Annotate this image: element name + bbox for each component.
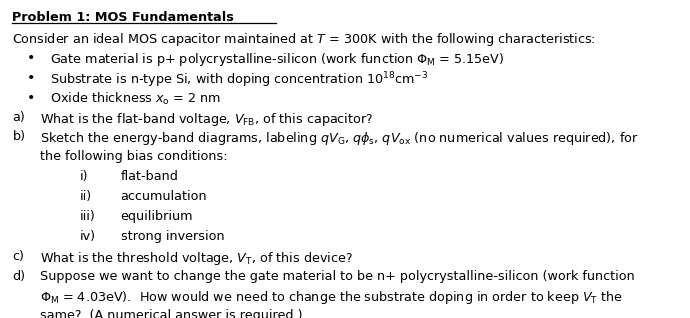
Text: What is the flat-band voltage, $V_{\mathrm{FB}}$, of this capacitor?: What is the flat-band voltage, $V_{\math… bbox=[40, 111, 373, 128]
Text: d): d) bbox=[12, 270, 26, 282]
Text: Substrate is n-type Si, with doping concentration 10$^{18}$cm$^{-3}$: Substrate is n-type Si, with doping conc… bbox=[50, 71, 428, 90]
Text: a): a) bbox=[12, 111, 25, 123]
Text: •: • bbox=[27, 51, 35, 65]
Text: iv): iv) bbox=[79, 230, 95, 243]
Text: Suppose we want to change the gate material to be n+ polycrystalline-silicon (wo: Suppose we want to change the gate mater… bbox=[40, 270, 635, 282]
Text: flat-band: flat-band bbox=[121, 170, 179, 183]
Text: ii): ii) bbox=[79, 190, 92, 203]
Text: b): b) bbox=[12, 130, 26, 143]
Text: accumulation: accumulation bbox=[121, 190, 208, 203]
Text: Oxide thickness $x_{\mathrm{o}}$ = 2 nm: Oxide thickness $x_{\mathrm{o}}$ = 2 nm bbox=[50, 91, 221, 107]
Text: Problem 1: MOS Fundamentals: Problem 1: MOS Fundamentals bbox=[12, 11, 234, 24]
Text: Consider an ideal MOS capacitor maintained at $T$ = 300K with the following char: Consider an ideal MOS capacitor maintain… bbox=[12, 31, 596, 48]
Text: the following bias conditions:: the following bias conditions: bbox=[40, 150, 228, 163]
Text: •: • bbox=[27, 71, 35, 85]
Text: Φ$_{\mathrm{M}}$ = 4.03eV).  How would we need to change the substrate doping in: Φ$_{\mathrm{M}}$ = 4.03eV). How would we… bbox=[40, 289, 623, 306]
Text: Sketch the energy-band diagrams, labeling $qV_{\mathrm{G}}$, $q\phi_{\mathrm{s}}: Sketch the energy-band diagrams, labelin… bbox=[40, 130, 639, 147]
Text: equilibrium: equilibrium bbox=[121, 210, 193, 223]
Text: Gate material is p+ polycrystalline-silicon (work function Φ$_{\mathrm{M}}$ = 5.: Gate material is p+ polycrystalline-sili… bbox=[50, 51, 504, 68]
Text: •: • bbox=[27, 91, 35, 105]
Text: i): i) bbox=[79, 170, 88, 183]
Text: c): c) bbox=[12, 250, 24, 263]
Text: What is the threshold voltage, $V_{\mathrm{T}}$, of this device?: What is the threshold voltage, $V_{\math… bbox=[40, 250, 353, 266]
Text: iii): iii) bbox=[79, 210, 95, 223]
Text: same?  (A numerical answer is required.): same? (A numerical answer is required.) bbox=[40, 309, 302, 318]
Text: strong inversion: strong inversion bbox=[121, 230, 224, 243]
